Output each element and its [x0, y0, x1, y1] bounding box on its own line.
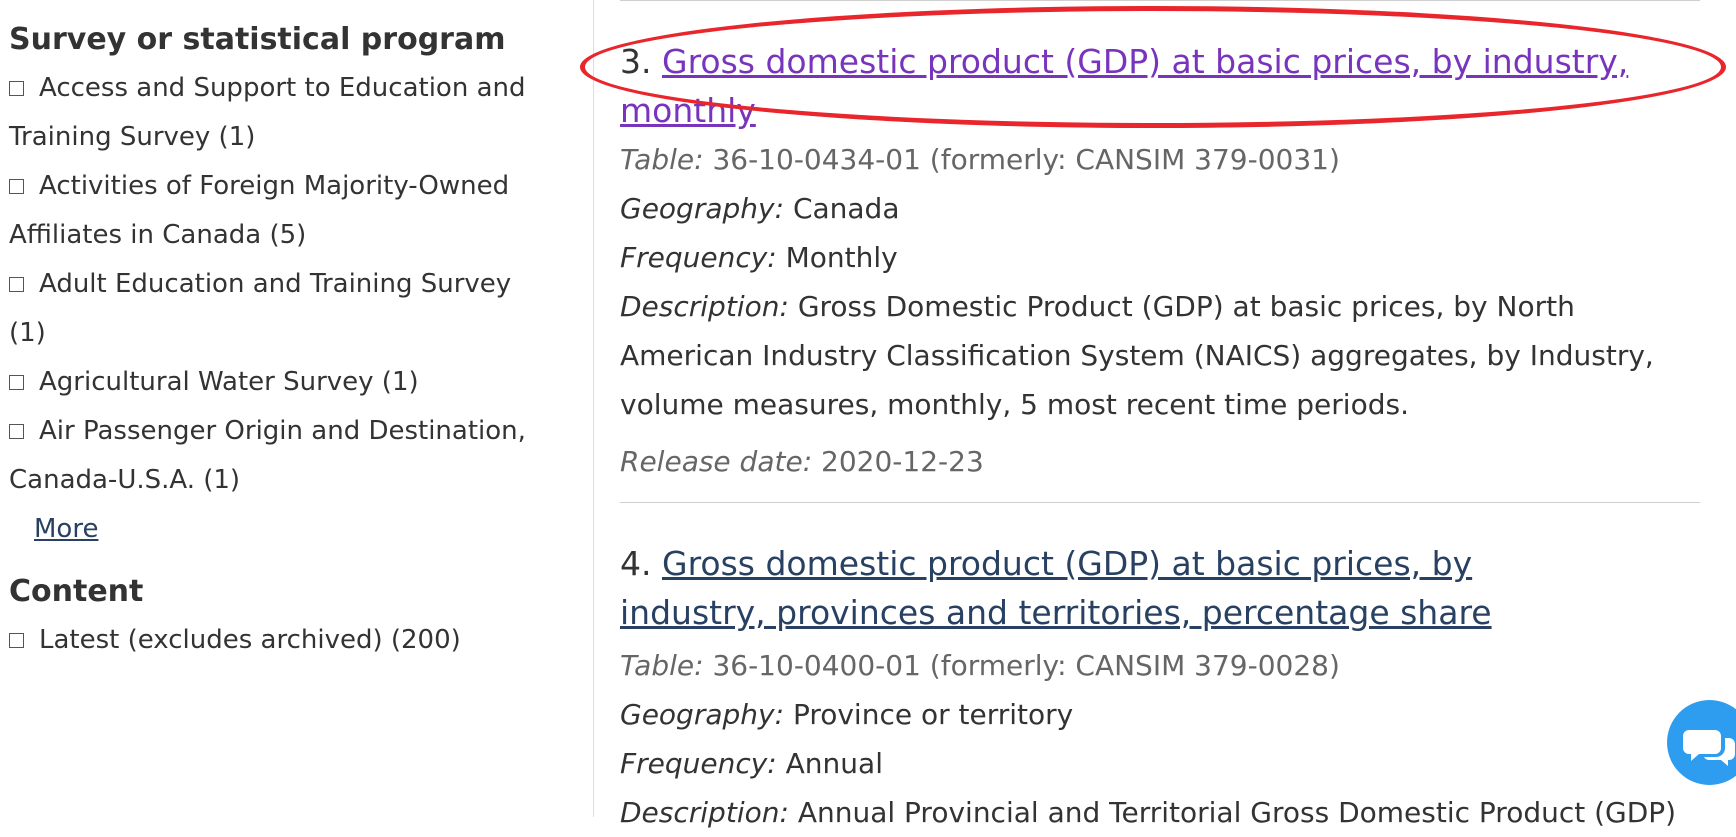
result-number: 3.: [620, 42, 652, 81]
survey-facet-heading: Survey or statistical program: [9, 22, 506, 57]
checkbox-icon[interactable]: [9, 277, 24, 292]
release-date-line: Release date: 2020-12-23: [620, 445, 984, 478]
facet-item[interactable]: Latest (excludes archived) (200): [9, 616, 569, 665]
result-divider: [620, 502, 1700, 503]
content-facet-list: Latest (excludes archived) (200): [9, 616, 569, 665]
facet-item[interactable]: Agricultural Water Survey (1): [9, 358, 549, 407]
table-line: Table: 36-10-0434-01 (formerly: CANSIM 3…: [620, 143, 1340, 176]
facet-sidebar: Survey or statistical program Access and…: [9, 0, 569, 665]
chat-bubbles-icon: [1683, 730, 1735, 766]
geography-line: Geography: Province or territory: [620, 698, 1074, 731]
result-divider: [620, 0, 1700, 1]
checkbox-icon[interactable]: [9, 633, 24, 648]
result-item: 4. Gross domestic product (GDP) at basic…: [620, 539, 1700, 837]
result-title: 3. Gross domestic product (GDP) at basic…: [620, 37, 1700, 135]
description-line: Description: Gross Domestic Product (GDP…: [620, 290, 1654, 421]
description-line: Description: Annual Provincial and Terri…: [620, 796, 1677, 829]
checkbox-icon[interactable]: [9, 375, 24, 390]
checkbox-icon[interactable]: [9, 81, 24, 96]
facet-item[interactable]: Access and Support to Education and Trai…: [9, 73, 526, 152]
result-item: 3. Gross domestic product (GDP) at basic…: [620, 37, 1700, 486]
facet-item[interactable]: Adult Education and Training Survey (1): [9, 269, 512, 348]
facet-item[interactable]: Activities of Foreign Majority-Owned Aff…: [9, 171, 510, 250]
results-list: 3. Gross domestic product (GDP) at basic…: [620, 0, 1700, 837]
result-link[interactable]: Gross domestic product (GDP) at basic pr…: [620, 544, 1492, 632]
result-number: 4.: [620, 544, 652, 583]
table-line: Table: 36-10-0400-01 (formerly: CANSIM 3…: [620, 649, 1340, 682]
more-link[interactable]: More: [34, 514, 99, 544]
result-title: 4. Gross domestic product (GDP) at basic…: [620, 539, 1580, 637]
checkbox-icon[interactable]: [9, 179, 24, 194]
facet-item[interactable]: Air Passenger Origin and Destination, Ca…: [9, 416, 526, 495]
content-facet-heading: Content: [9, 574, 144, 609]
chat-button[interactable]: [1667, 700, 1736, 785]
column-divider: [593, 0, 594, 817]
survey-facet-list: Access and Support to Education and Trai…: [9, 64, 549, 505]
frequency-line: Frequency: Annual: [620, 747, 883, 780]
checkbox-icon[interactable]: [9, 424, 24, 439]
result-link[interactable]: Gross domestic product (GDP) at basic pr…: [620, 42, 1629, 130]
frequency-line: Frequency: Monthly: [620, 241, 898, 274]
geography-line: Geography: Canada: [620, 192, 900, 225]
